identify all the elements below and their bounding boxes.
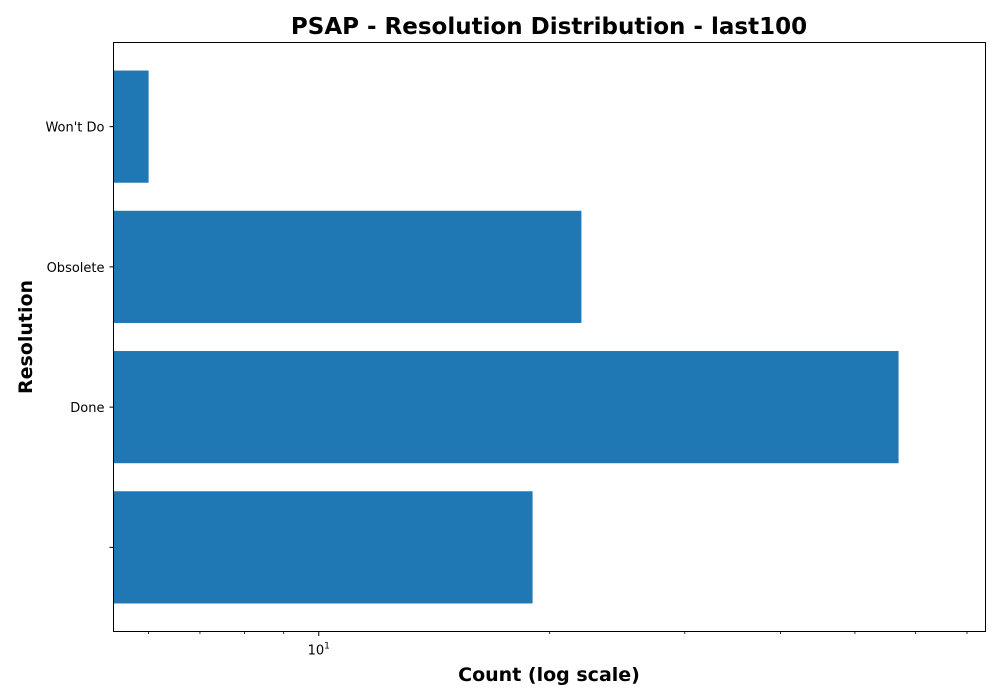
plot-area xyxy=(113,70,899,604)
x-axis: 101 xyxy=(148,631,968,659)
bar xyxy=(113,491,533,604)
chart-title: PSAP - Resolution Distribution - last100 xyxy=(291,14,807,40)
y-tick-label: Obsolete xyxy=(47,261,105,276)
y-tick-label: Won't Do xyxy=(45,121,104,136)
plot-frame xyxy=(113,42,986,632)
y-axis: Won't Do Obsolete Done xyxy=(45,121,114,548)
bar xyxy=(113,70,149,183)
y-tick-label: Done xyxy=(70,401,104,416)
bar xyxy=(113,351,899,464)
y-axis-title: Resolution xyxy=(15,280,37,394)
x-tick-label: 101 xyxy=(308,642,330,659)
bar xyxy=(113,210,582,323)
x-axis-title: Count (log scale) xyxy=(458,664,640,686)
